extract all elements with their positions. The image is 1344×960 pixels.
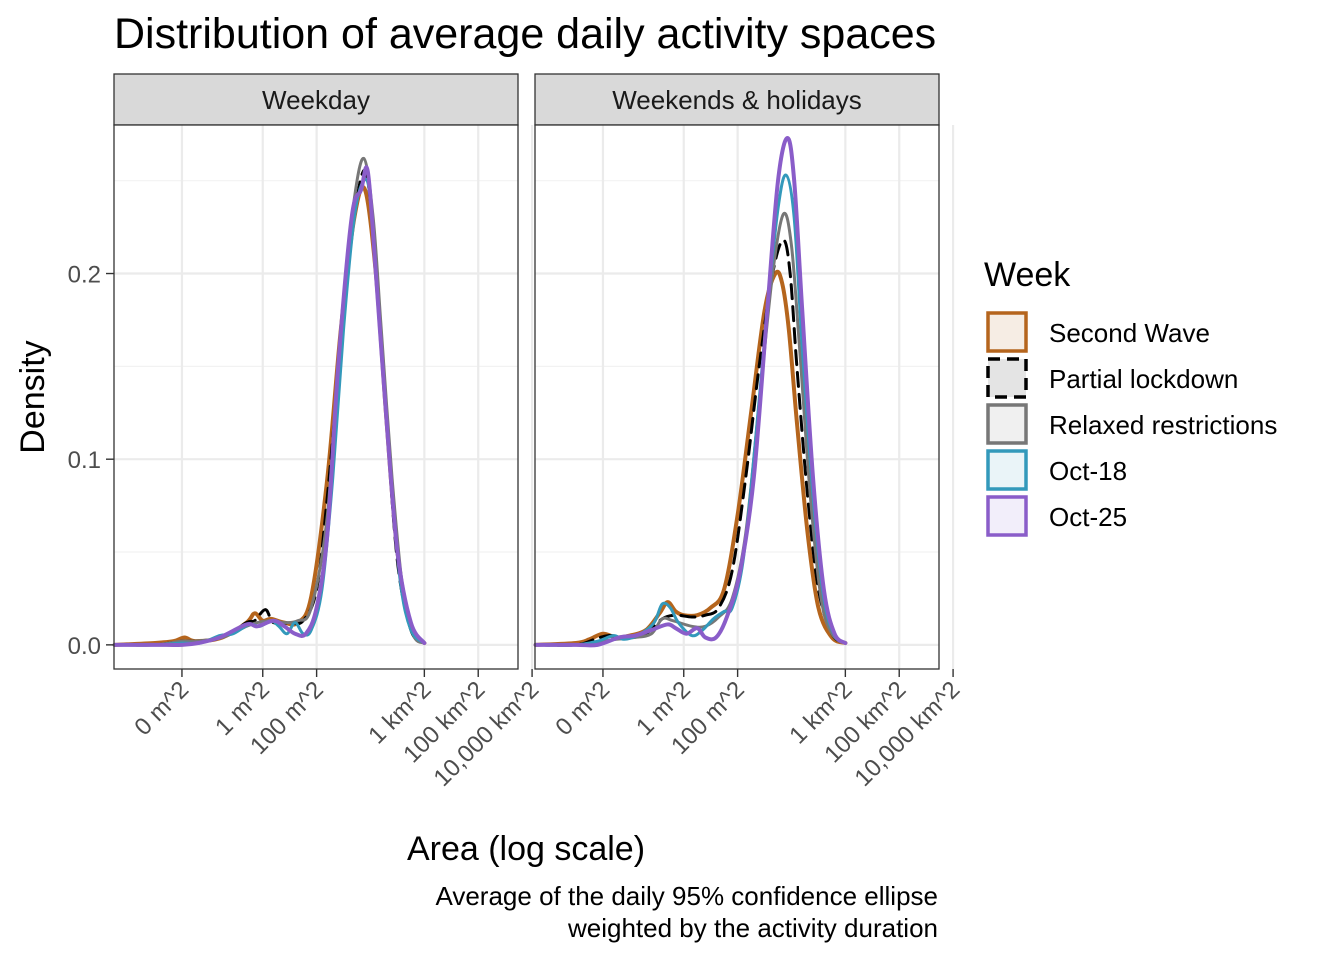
- facet-strip-weekends-holidays: [534, 73, 940, 126]
- legend-label-oct-18: Oct-18: [1049, 456, 1127, 486]
- legend-key-relaxed-restrictions: [986, 403, 1028, 445]
- series-line-oct-25: [112, 165, 427, 647]
- y-tick-label: 0.1: [68, 447, 101, 474]
- legend-key-partial-lockdown: [986, 357, 1028, 399]
- chart-title: Distribution of average daily activity s…: [114, 10, 936, 58]
- y-axis: 0.0 0.1 0.2: [68, 262, 114, 660]
- facet-label-weekends-holidays: Weekends & holidays: [612, 85, 862, 115]
- series-lines-weekends-holidays: [533, 136, 848, 648]
- caption-line-2: weighted by the activity duration: [567, 913, 938, 943]
- series-lines-weekday: [112, 156, 427, 647]
- facet-strip-weekday: [113, 73, 519, 126]
- x-axis-title: Area (log scale): [407, 830, 645, 868]
- legend-item-partial-lockdown: Partial lockdown: [986, 357, 1238, 399]
- legend-item-relaxed-restrictions: Relaxed restrictions: [986, 403, 1277, 445]
- legend: Week Second Wave Partial lockdown Relaxed …: [984, 256, 1277, 537]
- legend-item-second-wave: Second Wave: [986, 311, 1210, 353]
- y-axis-title: Density: [14, 340, 52, 453]
- legend-label-second-wave: Second Wave: [1049, 318, 1210, 348]
- y-tick-label: 0.0: [68, 633, 101, 660]
- legend-label-oct-25: Oct-25: [1049, 502, 1127, 532]
- legend-label-partial-lockdown: Partial lockdown: [1049, 364, 1238, 394]
- caption-line-1: Average of the daily 95% confidence elli…: [435, 881, 938, 911]
- legend-key-second-wave: [986, 311, 1028, 353]
- legend-item-oct-25: Oct-25: [986, 495, 1127, 537]
- legend-key-oct-25: [986, 495, 1028, 537]
- legend-item-oct-18: Oct-18: [986, 449, 1127, 491]
- series-line-oct-25: [533, 136, 848, 648]
- legend-title: Week: [984, 256, 1071, 294]
- y-tick-label: 0.2: [68, 262, 101, 289]
- legend-key-oct-18: [986, 449, 1028, 491]
- facet-label-weekday: Weekday: [262, 85, 370, 115]
- legend-items: Second Wave Partial lockdown Relaxed restr…: [986, 311, 1277, 537]
- legend-label-relaxed-restrictions: Relaxed restrictions: [1049, 410, 1277, 440]
